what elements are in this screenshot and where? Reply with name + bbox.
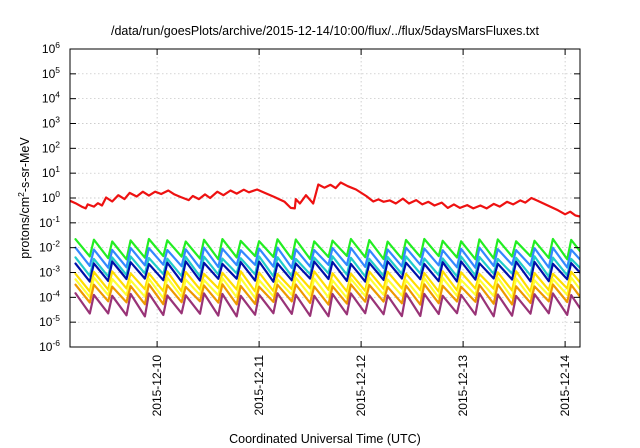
x-tick-label: 2015-12-14 bbox=[558, 355, 572, 417]
series-line-8 bbox=[74, 283, 580, 306]
y-axis: 10-6 10-5 10-4 10-3 10-2 10-1 100 101 102 103 104 1… bbox=[39, 40, 580, 354]
series-line-6 bbox=[74, 270, 580, 293]
x-axis-label: Coordinated Universal Time (UTC) bbox=[229, 432, 421, 446]
y-tick-label: 106 bbox=[42, 40, 60, 56]
y-axis-label: protons/cm2-s-sr-MeV bbox=[16, 137, 32, 259]
y-tick-label: 101 bbox=[42, 164, 60, 180]
y-tick-label: 10-6 bbox=[39, 338, 60, 354]
x-tick-label: 2015-12-12 bbox=[354, 355, 368, 417]
y-tick-label: 105 bbox=[42, 65, 60, 81]
series-line-2 bbox=[74, 237, 580, 261]
y-tick-label: 10-1 bbox=[39, 214, 60, 230]
series-line-3 bbox=[74, 246, 580, 269]
y-tick-label: 104 bbox=[42, 90, 60, 106]
y-tick-label: 10-5 bbox=[39, 313, 60, 329]
y-tick-label: 10-2 bbox=[39, 239, 60, 255]
series-line-9 bbox=[74, 292, 580, 318]
x-tick-label: 2015-12-10 bbox=[150, 355, 164, 417]
series-line-5 bbox=[74, 260, 580, 283]
x-axis: 2015-12-10 2015-12-11 2015-12-12 2015-12-13… bbox=[150, 49, 572, 416]
y-tick-label: 102 bbox=[42, 139, 60, 155]
x-tick-label: 2015-12-13 bbox=[456, 355, 470, 417]
y-tick-label: 103 bbox=[42, 115, 60, 131]
series-line-1 bbox=[70, 181, 580, 218]
series-lines bbox=[70, 181, 580, 318]
y-tick-label: 10-3 bbox=[39, 264, 60, 280]
x-tick-label: 2015-12-11 bbox=[252, 355, 266, 416]
series-line-7 bbox=[74, 276, 580, 300]
y-tick-label: 100 bbox=[42, 189, 60, 205]
y-tick-label: 10-4 bbox=[39, 288, 60, 304]
chart-title: /data/run/goesPlots/archive/2015-12-14/1… bbox=[111, 24, 540, 38]
